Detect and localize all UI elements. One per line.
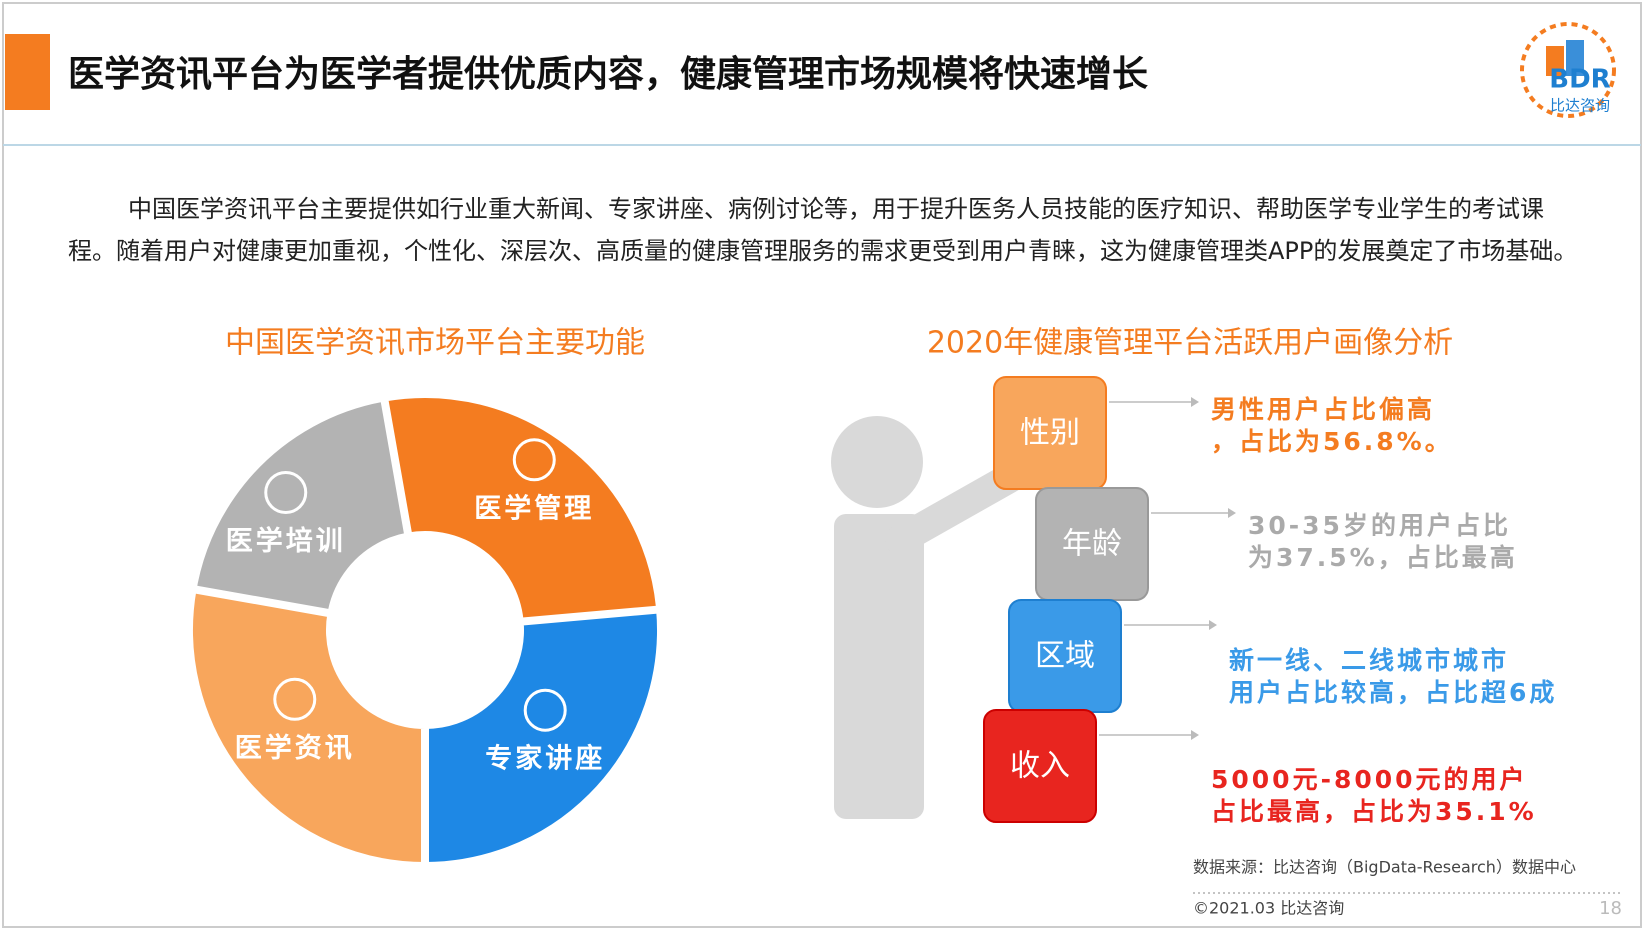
arrow-head	[1191, 730, 1199, 740]
tag-desc: 为37.5%，占比最高	[1248, 543, 1518, 572]
tag-desc: 占比最高，占比为35.1%	[1211, 797, 1537, 826]
segment-icon	[264, 470, 308, 514]
ring-segment	[185, 584, 429, 871]
logo-text: BDR	[1549, 65, 1610, 95]
tag-desc: 男性用户占比偏高	[1211, 395, 1435, 424]
tag-label: 性别	[1020, 416, 1080, 451]
logo-block	[1546, 46, 1564, 76]
segment-label: 医学管理	[474, 492, 594, 524]
segment-label: 医学资讯	[235, 732, 355, 764]
intro: 中国医学资讯平台主要提供如行业重大新闻、专家讲座、病例讨论等，用于提升医务人员技…	[68, 195, 1578, 265]
arrow-head	[1191, 397, 1199, 407]
logo-sub: 比达咨询	[1550, 97, 1610, 115]
left-title: 中国医学资讯市场平台主要功能	[225, 326, 645, 361]
logo-block	[1566, 40, 1584, 76]
tag-desc: 新一线、二线城市城市	[1229, 646, 1509, 675]
tag-label: 年龄	[1062, 527, 1122, 562]
arrow-head	[1209, 620, 1217, 630]
tag-desc: ，占比为56.8%。	[1211, 427, 1453, 456]
page-number: 18	[1599, 898, 1622, 919]
logo-ring	[1520, 22, 1616, 118]
logo: BDR 比达咨询	[1520, 22, 1616, 118]
tag-label: 收入	[1010, 749, 1070, 784]
person-head	[831, 416, 923, 508]
tag-desc: 30-35岁的用户占比	[1248, 511, 1511, 540]
tag-box	[983, 709, 1097, 823]
arrow-head	[1228, 508, 1236, 518]
copyright: ©2021.03 比达咨询	[1193, 899, 1344, 918]
title-bar	[5, 34, 50, 110]
source: 数据来源：比达咨询（BigData-Research）数据中心	[1193, 858, 1576, 877]
tag-desc: 用户占比较高，占比超6成	[1229, 678, 1557, 707]
segment-icon	[523, 688, 567, 732]
segment-icon	[512, 438, 556, 482]
person-body	[834, 514, 924, 819]
tag-label: 区域	[1035, 639, 1095, 674]
person	[831, 416, 1035, 819]
ring-segment	[379, 390, 666, 634]
ring-segment	[400, 605, 665, 870]
right-title: 2020年健康管理平台活跃用户画像分析	[927, 326, 1453, 361]
tag-desc: 5000元-8000元的用户	[1211, 765, 1528, 794]
segment-label: 医学培训	[226, 525, 346, 557]
segment-icon	[273, 677, 317, 721]
slide-title: 医学资讯平台为医学者提供优质内容，健康管理市场规模将快速增长	[68, 53, 1148, 95]
segment-label: 专家讲座	[485, 743, 605, 775]
